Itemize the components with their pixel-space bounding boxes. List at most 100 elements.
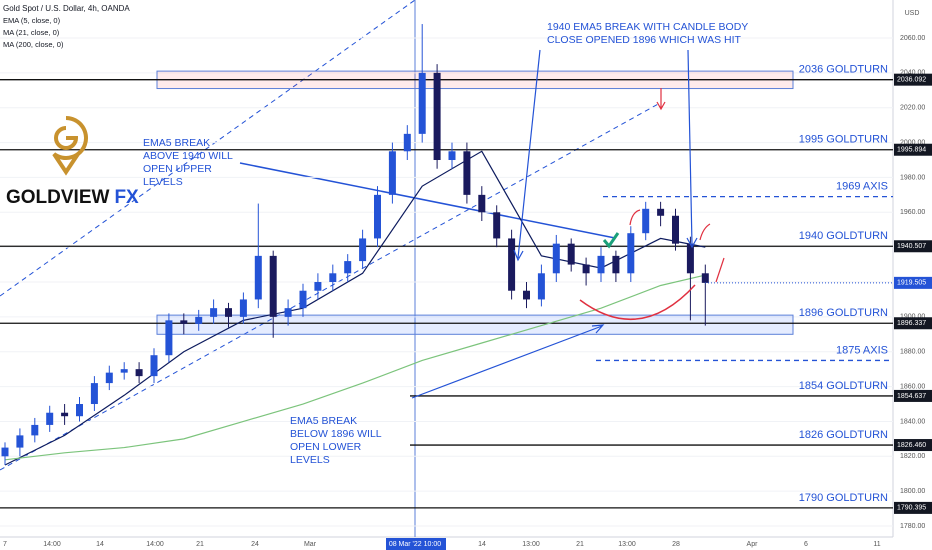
x-tick-label: 08 Mar '22 10:00 [389,541,441,548]
logo-word: GOLDVIEW FX [6,187,139,208]
candle-body [299,290,307,309]
price-box [894,317,932,330]
y-tick-label: 1820.00 [900,453,925,460]
price-box-label: 1896.337 [897,320,926,327]
arrow [686,49,698,249]
x-tick-label: 14 [96,541,104,548]
ma-line [4,274,706,461]
annotation: LEVELS [290,454,330,466]
candle-body [90,383,98,405]
candle-body [76,404,83,417]
candle-body [478,194,486,213]
candle-body [31,424,39,436]
x-tick-label: 21 [576,541,584,548]
x-tick-label: Mar [304,541,317,548]
y-tick-label: 1860.00 [900,383,925,390]
candle-body [388,151,396,195]
candle-body [686,243,694,274]
candle-body [135,369,143,377]
currency: USD [905,10,920,17]
candle-body [269,255,277,317]
y-tick-label: 1880.00 [900,349,925,356]
candle-body [359,238,367,262]
candle-body [16,435,24,448]
price-box [894,439,932,452]
candle-body [284,308,292,317]
arrow [629,209,641,226]
candle-body [1,447,9,457]
candle-body [418,72,426,134]
indicator-label: MA (200, close, 0) [3,40,64,49]
x-tick-label: 14:00 [146,541,164,548]
check-mark [602,232,620,249]
annotation: ABOVE 1940 WILL [143,150,233,162]
candle-body [344,261,352,274]
level-label: 1875 AXIS [836,344,888,356]
candle-body [701,273,709,283]
candle-body [627,233,635,274]
candle-body [239,299,247,317]
candle-body [120,369,128,373]
time-highlight [386,538,446,550]
price-box [894,389,932,402]
curve [579,284,696,321]
indicator-label: MA (21, close, 0) [3,28,60,37]
candle-body [582,264,590,274]
candle-body [254,255,262,300]
x-tick-label: 13:00 [618,541,636,548]
arrow [656,88,666,111]
price-box-label: 1826.460 [897,442,926,449]
candle-body [329,273,337,283]
price-box [894,73,932,86]
level-label: 1826 GOLDTURN [799,429,888,441]
candle-body [612,255,620,274]
x-tick-label: 6 [804,541,808,548]
candle-body [374,194,381,239]
arrow [715,257,725,283]
logo-suffix: FX [114,187,139,208]
annotation: OPEN UPPER [143,163,212,175]
price-box-label: 1790.395 [897,505,926,512]
y-tick-label: 1840.00 [900,418,925,425]
last-price-box [894,276,932,289]
price-box [894,240,932,253]
candle-body [225,308,232,317]
candle-body [657,208,665,216]
candle-body [567,243,575,265]
candle-body [537,273,545,300]
last-price-label: 1919.505 [897,280,926,287]
price-box-label: 1854.637 [897,393,926,400]
x-tick-label: 28 [672,541,680,548]
candle-body [180,320,188,324]
candle-body [403,133,411,152]
price-box-label: 1940.507 [897,243,926,250]
candle-body [61,412,69,417]
candle-body [448,151,456,161]
price-box-label: 2036.092 [897,77,926,84]
x-tick-label: 21 [196,541,204,548]
candle-body [210,308,218,317]
y-tick-label: 2000.00 [900,139,925,146]
x-tick-label: 11 [873,541,880,548]
candle-body [672,215,679,244]
arrow [513,49,541,262]
annotation: OPEN LOWER [290,441,362,453]
candle-body [433,72,441,161]
candle-body [597,255,605,274]
y-tick-label: 1980.00 [900,174,925,181]
x-tick-label: Apr [747,541,759,548]
annotation: BELOW 1896 WILL [290,428,382,440]
y-tick-label: 2020.00 [900,105,925,112]
level-label: 1940 GOLDTURN [799,230,888,242]
level-label: 1896 GOLDTURN [799,307,888,319]
annotation: LEVELS [143,176,183,188]
price-box [894,501,932,514]
x-tick-label: 14 [478,541,486,548]
y-tick-label: 1800.00 [900,488,925,495]
logo-word: GOLDVIEW [6,187,110,208]
level-label: 2036 GOLDTURN [799,64,888,76]
price-box [894,143,932,156]
y-tick-label: 1900.00 [900,314,925,321]
